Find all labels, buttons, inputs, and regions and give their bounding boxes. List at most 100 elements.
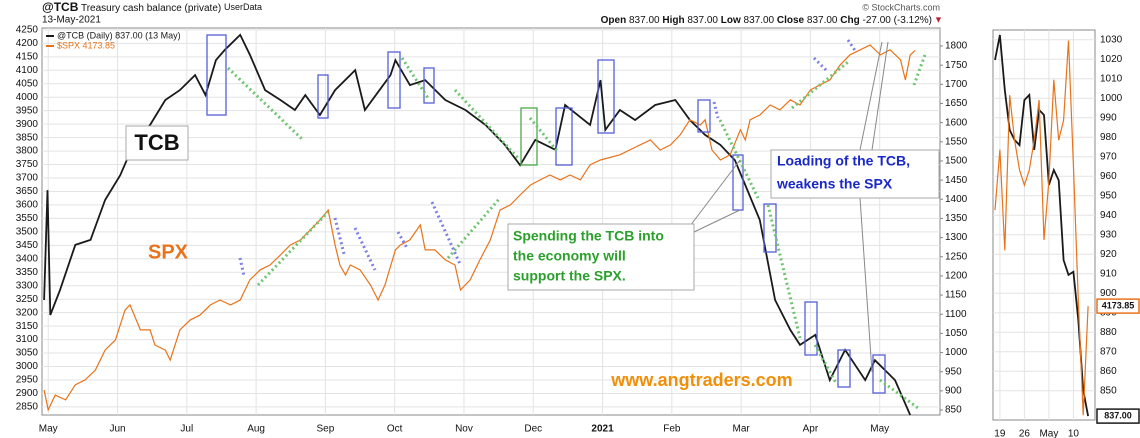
symbol: @TCB — [42, 0, 79, 14]
credit: © StockCharts.com — [862, 2, 940, 12]
arrow — [353, 227, 377, 271]
green-arrows — [226, 51, 928, 410]
quote: Open 837.00 High 837.00 Low 837.00 Close… — [601, 15, 932, 26]
y-tick-label: 3950 — [16, 105, 39, 116]
pointer — [859, 41, 883, 151]
box — [555, 107, 573, 166]
y-tick-label: 870 — [1100, 346, 1117, 357]
y-tick-label: 2950 — [16, 375, 39, 386]
quote-label: Low — [721, 15, 741, 26]
tcb-box — [125, 125, 189, 161]
y-tick-label: 990 — [1100, 112, 1117, 123]
y-tick-label: 3050 — [16, 348, 39, 359]
arrow — [879, 378, 919, 410]
y2-tick-label: 1150 — [945, 290, 967, 301]
y-tick-label: 3100 — [16, 334, 39, 345]
plot-frame — [41, 27, 941, 416]
value-label: 837.00 — [1104, 410, 1132, 420]
arrow — [791, 60, 849, 110]
y-tick-label: 2850 — [16, 402, 39, 413]
arrow — [430, 201, 462, 265]
direction: ▼ — [934, 14, 943, 24]
y-tick-label: 4150 — [16, 51, 39, 62]
y2-tick-label: 1600 — [945, 117, 968, 128]
spending-box — [507, 223, 695, 291]
arrow — [226, 66, 305, 142]
box — [317, 74, 329, 119]
series-line — [994, 34, 1089, 417]
y-tick-label: 3200 — [16, 307, 39, 318]
arrow — [333, 217, 346, 255]
box — [387, 51, 401, 109]
y2-tick-label: 1750 — [945, 60, 968, 71]
y-tick-label: 3900 — [16, 119, 39, 130]
header: @TCB Treasury cash balance (private) Use… — [42, 0, 262, 14]
x-tick-label: Mar — [733, 424, 751, 435]
y2-tick-label: 1200 — [945, 271, 968, 282]
x-tick-label: Jun — [109, 424, 125, 435]
box — [837, 349, 851, 388]
x-tick-label: Apr — [803, 424, 819, 435]
y2-tick-label: 1450 — [945, 175, 968, 186]
x-tick-label: Nov — [455, 424, 473, 435]
y-tick-label: 2900 — [16, 388, 39, 399]
tcb-label: TCB — [134, 130, 179, 155]
loading-box — [770, 149, 940, 199]
y-tick-label: 3150 — [16, 321, 39, 332]
quote-label: Close — [777, 15, 805, 26]
y-tick-label: 920 — [1100, 249, 1117, 260]
y2-tick-label: 1800 — [945, 41, 968, 52]
loading-line: Loading of the TCB, — [777, 153, 910, 169]
y-tick-label: 1020 — [1100, 54, 1123, 65]
arrow — [256, 210, 330, 287]
x-tick-label: Dec — [524, 424, 542, 435]
y-tick-label: 980 — [1100, 132, 1117, 143]
y-tick-label: 3850 — [16, 132, 39, 143]
y2-tick-label: 850 — [945, 405, 962, 416]
y2-tick-label: 1250 — [945, 251, 968, 262]
y2-tick-label: 1700 — [945, 79, 968, 90]
x-tick-label: May — [39, 424, 58, 435]
quote-label: High — [662, 15, 684, 26]
box — [597, 59, 615, 134]
quote-label: Chg — [840, 15, 859, 26]
y-tick-label: 3400 — [16, 253, 39, 264]
x-tick-label: Feb — [663, 424, 681, 435]
arrow — [238, 257, 246, 277]
y-tick-label: 910 — [1100, 268, 1117, 279]
y-tick-label: 3000 — [16, 361, 39, 372]
y-tick-label: 4250 — [16, 25, 39, 36]
y2-tick-label: 1100 — [945, 309, 967, 320]
x-tick-label: Oct — [387, 424, 403, 435]
plot-frame — [992, 29, 1096, 421]
date: 13-May-2021 — [42, 15, 101, 26]
quote-value: 837.00 — [687, 15, 718, 26]
pointer-lines — [689, 41, 889, 373]
x-tick-label: Sep — [316, 424, 334, 435]
y-tick-label: 860 — [1100, 366, 1117, 377]
site: www.angtraders.com — [610, 370, 792, 390]
x-tick-label: May — [1039, 429, 1058, 438]
y-tick-label: 3650 — [16, 186, 39, 197]
arrow — [396, 231, 409, 249]
y-tick-label: 3600 — [16, 200, 39, 211]
y-tick-label: 4100 — [16, 65, 39, 76]
pointer — [859, 197, 873, 373]
value-label: 4173.85 — [1102, 300, 1135, 310]
y-tick-label: 1000 — [1100, 93, 1123, 104]
y2-tick-label: 1350 — [945, 213, 968, 224]
box — [804, 301, 818, 356]
x-tick-label: 10 — [1068, 429, 1080, 438]
y2-tick-label: 1550 — [945, 136, 968, 147]
y-tick-label: 3250 — [16, 294, 39, 305]
y-tick-label: 880 — [1100, 327, 1117, 338]
arrow — [453, 88, 520, 160]
y-tick-label: 3700 — [16, 173, 39, 184]
box — [732, 154, 744, 211]
y2-tick-label: 1050 — [945, 328, 968, 339]
x-tick-label: May — [870, 424, 889, 435]
y-tick-label: 850 — [1100, 385, 1117, 396]
y2-tick-label: 1300 — [945, 232, 968, 243]
arrow — [446, 197, 502, 259]
